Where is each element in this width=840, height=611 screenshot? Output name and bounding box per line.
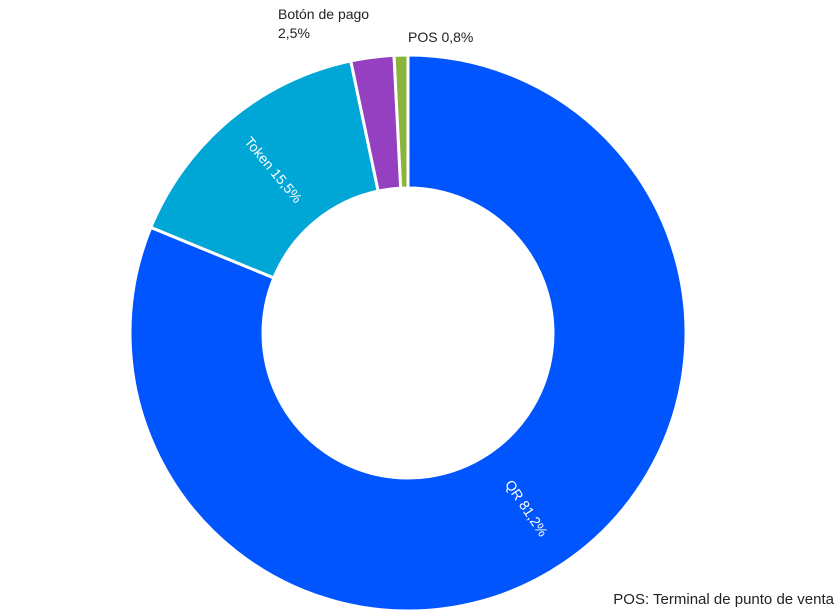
slice-category: POS: [408, 29, 438, 45]
slice-value: 2,5%: [278, 25, 310, 41]
slice-category: Botón de pago: [278, 6, 370, 22]
slice-value: 0,8%: [441, 29, 474, 45]
footnote: POS: Terminal de punto de venta: [613, 591, 834, 608]
donut-slice: [392, 53, 410, 190]
slice-label: POS 0,8%: [408, 28, 528, 47]
slice-label: Botón de pago 2,5%: [278, 5, 373, 43]
donut-slice: [148, 59, 380, 280]
donut-slice: [128, 53, 688, 611]
